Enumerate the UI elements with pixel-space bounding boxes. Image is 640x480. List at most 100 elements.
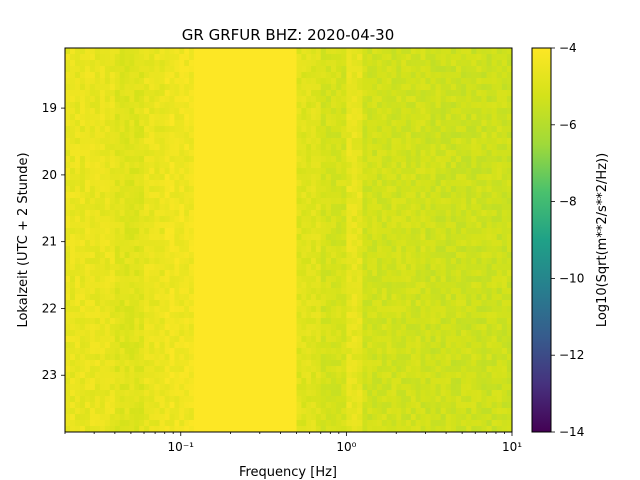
- heatmap-cell: [89, 414, 96, 421]
- heatmap-cell: [320, 156, 327, 163]
- heatmap-cell: [179, 168, 185, 175]
- heatmap-cell: [341, 192, 347, 199]
- heatmap-cell: [367, 156, 373, 163]
- heatmap-cell: [79, 396, 86, 403]
- heatmap-cell: [386, 390, 392, 397]
- heatmap-cell: [189, 222, 195, 229]
- heatmap-cell: [376, 222, 383, 229]
- heatmap-cell: [440, 276, 447, 283]
- heatmap-cell: [189, 252, 195, 259]
- heatmap-cell: [357, 318, 363, 325]
- heatmap-cell: [396, 306, 402, 313]
- heatmap-cell: [461, 90, 467, 97]
- heatmap-cell: [367, 228, 373, 235]
- heatmap-cell: [89, 348, 96, 355]
- heatmap-cell: [144, 402, 150, 409]
- heatmap-cell: [440, 252, 447, 259]
- heatmap-cell: [491, 378, 498, 385]
- heatmap-cell: [119, 378, 125, 385]
- heatmap-cell: [74, 306, 81, 313]
- heatmap-cell: [466, 306, 472, 313]
- heatmap-cell: [362, 144, 368, 151]
- heatmap-cell: [461, 228, 467, 235]
- heatmap-cell: [346, 78, 353, 85]
- heatmap-cell: [169, 234, 175, 241]
- heatmap-cell: [496, 324, 503, 331]
- heatmap-cell: [315, 186, 322, 193]
- heatmap-cell: [346, 408, 353, 415]
- heatmap-cell: [372, 366, 378, 373]
- heatmap-cell: [381, 378, 388, 385]
- heatmap-cell: [311, 246, 317, 253]
- heatmap-cell: [296, 174, 302, 181]
- heatmap-cell: [376, 342, 383, 349]
- heatmap-cell: [114, 174, 121, 181]
- heatmap-cell: [296, 258, 302, 265]
- heatmap-cell: [193, 156, 297, 163]
- heatmap-cell: [164, 306, 170, 313]
- heatmap-cell: [425, 132, 431, 139]
- heatmap-cell: [466, 366, 472, 373]
- heatmap-cell: [386, 102, 392, 109]
- heatmap-cell: [325, 222, 332, 229]
- heatmap-cell: [501, 216, 508, 223]
- heatmap-cell: [65, 198, 71, 205]
- heatmap-cell: [134, 384, 140, 391]
- heatmap-cell: [341, 420, 347, 427]
- heatmap-cell: [89, 288, 96, 295]
- heatmap-cell: [169, 318, 175, 325]
- heatmap-cell: [435, 168, 442, 175]
- heatmap-cell: [466, 390, 472, 397]
- heatmap-cell: [134, 132, 140, 139]
- heatmap-cell: [311, 312, 317, 319]
- heatmap-cell: [69, 408, 76, 415]
- heatmap-cell: [391, 66, 397, 73]
- heatmap-cell: [381, 150, 388, 157]
- heatmap-cell: [159, 84, 166, 91]
- heatmap-cell: [376, 192, 383, 199]
- heatmap-cell: [129, 96, 135, 103]
- heatmap-cell: [74, 60, 81, 67]
- heatmap-cell: [330, 312, 337, 319]
- heatmap-cell: [84, 426, 91, 432]
- heatmap-cell: [440, 324, 447, 331]
- heatmap-cell: [189, 408, 195, 415]
- heatmap-cell: [450, 72, 457, 79]
- heatmap-cell: [84, 378, 91, 385]
- heatmap-cell: [69, 348, 76, 355]
- heatmap-cell: [79, 348, 86, 355]
- heatmap-cell: [476, 390, 482, 397]
- heatmap-cell: [336, 210, 342, 217]
- heatmap-cell: [376, 168, 383, 175]
- heatmap-cell: [471, 90, 477, 97]
- heatmap-cell: [159, 312, 166, 319]
- heatmap-cell: [311, 426, 317, 432]
- heatmap-cell: [193, 402, 297, 409]
- heatmap-cell: [351, 408, 358, 415]
- heatmap-cell: [491, 150, 498, 157]
- heatmap-cell: [372, 168, 378, 175]
- heatmap-cell: [367, 60, 373, 67]
- heatmap-cell: [357, 240, 363, 247]
- heatmap-cell: [301, 288, 307, 295]
- heatmap-cell: [410, 126, 417, 133]
- heatmap-cell: [296, 282, 302, 289]
- heatmap-cell: [320, 174, 327, 181]
- heatmap-cell: [179, 108, 185, 115]
- heatmap-cell: [330, 222, 337, 229]
- heatmap-cell: [109, 96, 116, 103]
- heatmap-cell: [159, 216, 166, 223]
- heatmap-cell: [119, 324, 125, 331]
- heatmap-cell: [471, 150, 477, 157]
- heatmap-cell: [401, 318, 407, 325]
- heatmap-cell: [346, 102, 353, 109]
- heatmap-cell: [391, 318, 397, 325]
- heatmap-cell: [410, 324, 417, 331]
- heatmap-cell: [491, 294, 498, 301]
- heatmap-cell: [139, 84, 145, 91]
- heatmap-cell: [84, 252, 91, 259]
- heatmap-cell: [336, 318, 342, 325]
- heatmap-cell: [410, 192, 417, 199]
- heatmap-cell: [450, 396, 457, 403]
- heatmap-cell: [134, 372, 140, 379]
